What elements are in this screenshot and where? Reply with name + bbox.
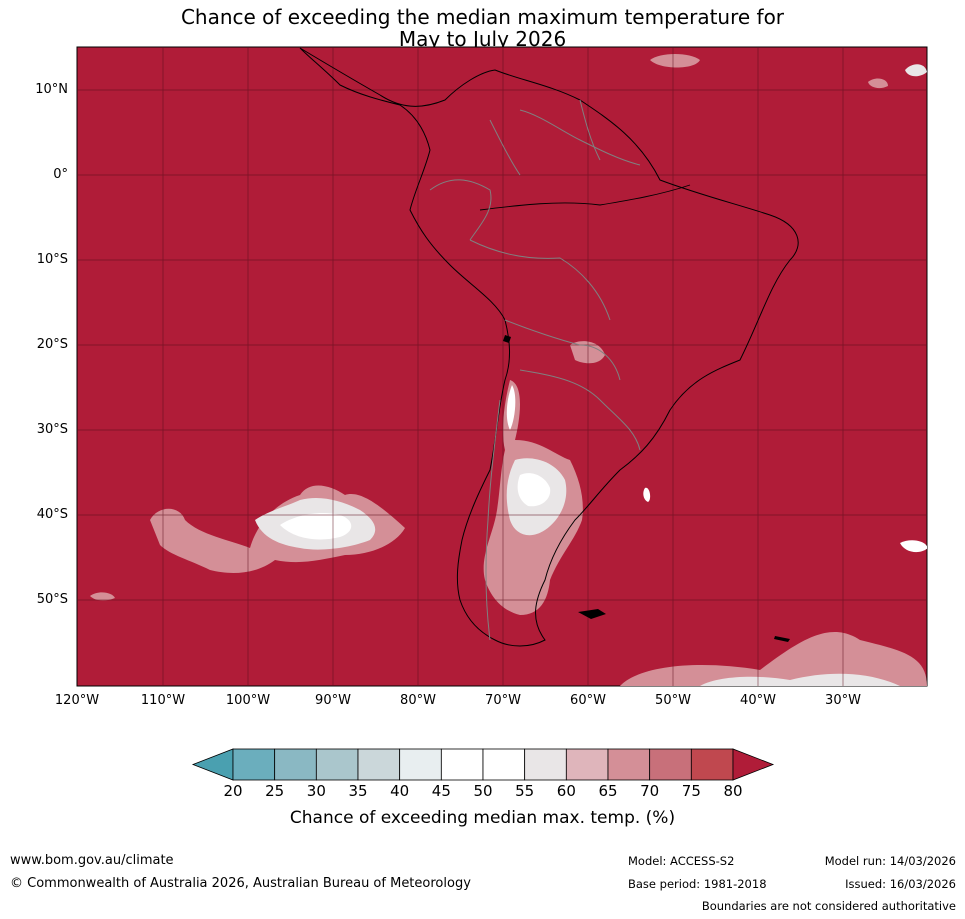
colorbar-tick-label: 25 [265,782,285,800]
colorbar-segment [482,748,526,781]
lat-label-50s: 50°S [36,592,68,607]
colorbar-tick-label: 75 [681,782,701,800]
colorbar-tick-label: 45 [431,782,451,800]
lon-label-100w: 100°W [225,693,271,708]
colorbar-segment [274,748,317,781]
colorbar-tick-label: 20 [223,782,243,800]
colorbar-tick-label: 70 [640,782,660,800]
colorbar-tick-label: 40 [390,782,410,800]
colorbar-arrow-low [191,748,234,781]
colorbar-segment [232,748,276,781]
lat-label-20s: 20°S [36,337,68,352]
graticule [77,47,927,686]
colorbar-tick-label: 60 [556,782,576,800]
footer-boundaries-note: Boundaries are not considered authoritat… [701,899,956,913]
lon-label-50w: 50°W [655,693,691,708]
colorbar-arrow-high [732,748,775,781]
footer-issued: Issued: 16/03/2026 [845,877,956,891]
colorbar-segment [565,748,609,781]
lon-label-30w: 30°W [825,693,861,708]
lake-titicaca [503,335,511,343]
colorbar-tick-label: 50 [473,782,493,800]
probability-map [76,46,928,687]
lat-label-10s: 10°S [36,252,68,267]
country-boundaries [429,99,641,641]
chart-title-line1: Chance of exceeding the median maximum t… [180,5,785,29]
footer-url[interactable]: www.bom.gov.au/climate [10,853,174,868]
colorbar-label: Chance of exceeding median max. temp. (%… [289,808,676,828]
colorbar-tick-label: 80 [723,782,743,800]
lat-label-30s: 30°S [36,422,68,437]
footer-model: Model: ACCESS-S2 [628,854,735,868]
colorbar-segment [315,748,359,781]
chart-title-line2: May to July 2026 [398,27,567,51]
colorbar-tick-label: 55 [515,782,535,800]
south-georgia [774,636,790,642]
colorbar-segment [649,748,692,781]
colorbar-segment [607,748,651,781]
colorbar-tick-label: 30 [306,782,326,800]
colorbar-segment [690,748,734,781]
colorbar-segment [440,748,484,781]
colorbar-segment [357,748,401,781]
colorbar-segment [399,748,442,781]
lon-label-60w: 60°W [570,693,606,708]
colorbar-segment [524,748,567,781]
colorbar-tick-label: 35 [348,782,368,800]
footer-model-run: Model run: 14/03/2026 [824,854,956,868]
lon-label-90w: 90°W [315,693,351,708]
lon-label-120w: 120°W [54,693,100,708]
lat-label-0: 0° [53,167,68,182]
lat-label-40s: 40°S [36,507,68,522]
lon-label-80w: 80°W [400,693,436,708]
footer-copyright: © Commonwealth of Australia 2026, Austra… [10,876,471,891]
probability-anomaly-blobs [90,54,927,686]
lon-label-40w: 40°W [740,693,776,708]
lon-label-110w: 110°W [140,693,186,708]
lon-label-70w: 70°W [485,693,521,708]
footer-base-period: Base period: 1981-2018 [628,877,767,891]
lat-label-10n: 10°N [35,82,68,97]
falkland-islands [578,609,606,619]
amazon-river [479,184,691,211]
colorbar-tick-label: 65 [598,782,618,800]
